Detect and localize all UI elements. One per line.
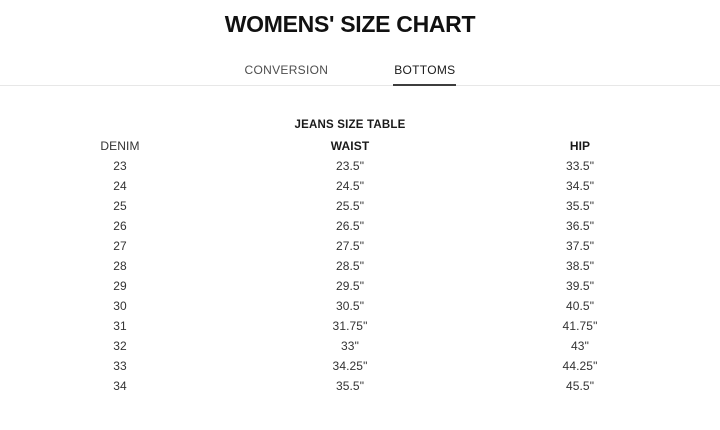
cell-denim: 28 [113, 259, 127, 273]
tab-conversion[interactable]: CONVERSION [244, 63, 329, 77]
cell-hip: 43" [571, 339, 589, 353]
column-header-waist: WAIST [330, 139, 370, 153]
cell-hip: 33.5" [565, 159, 595, 173]
table-title: JEANS SIZE TABLE [294, 119, 406, 131]
cell-denim: 23 [113, 159, 127, 173]
cell-hip: 41.75" [562, 319, 598, 333]
cell-denim: 33 [113, 359, 127, 373]
cell-waist: 30.5" [335, 299, 365, 313]
table-row: 32 33" 43" [5, 336, 695, 356]
table-row: 33 34.25" 44.25" [5, 356, 695, 376]
cell-denim: 31 [113, 319, 127, 333]
table-row: 29 29.5" 39.5" [5, 276, 695, 296]
cell-denim: 30 [113, 299, 127, 313]
cell-waist: 33" [341, 339, 359, 353]
jeans-size-table: DENIM WAIST HIP 23 23.5" 33.5" 24 24.5" … [5, 136, 695, 396]
cell-denim: 26 [113, 219, 127, 233]
cell-hip: 34.5" [565, 179, 595, 193]
cell-waist: 35.5" [335, 379, 365, 393]
cell-waist: 26.5" [335, 219, 365, 233]
cell-hip: 44.25" [562, 359, 598, 373]
cell-hip: 35.5" [565, 199, 595, 213]
cell-hip: 40.5" [565, 299, 595, 313]
table-row: 27 27.5" 37.5" [5, 236, 695, 256]
cell-denim: 34 [113, 379, 127, 393]
table-row: 30 30.5" 40.5" [5, 296, 695, 316]
cell-hip: 36.5" [565, 219, 595, 233]
cell-denim: 25 [113, 199, 127, 213]
cell-denim: 24 [113, 179, 127, 193]
cell-hip: 37.5" [565, 239, 595, 253]
page-title: WOMENS' SIZE CHART [224, 11, 476, 37]
cell-waist: 24.5" [335, 179, 365, 193]
cell-denim: 27 [113, 239, 127, 253]
cell-hip: 45.5" [565, 379, 595, 393]
cell-waist: 28.5" [335, 259, 365, 273]
table-row: 28 28.5" 38.5" [5, 256, 695, 276]
column-header-hip: HIP [569, 139, 591, 153]
cell-denim: 29 [113, 279, 127, 293]
cell-denim: 32 [113, 339, 127, 353]
table-row: 34 35.5" 45.5" [5, 376, 695, 396]
table-row: 25 25.5" 35.5" [5, 196, 695, 216]
cell-hip: 39.5" [565, 279, 595, 293]
table-row: 26 26.5" 36.5" [5, 216, 695, 236]
cell-waist: 23.5" [335, 159, 365, 173]
table-row: 31 31.75" 41.75" [5, 316, 695, 336]
tab-bottoms[interactable]: BOTTOMS [393, 63, 457, 86]
column-header-denim: DENIM [100, 139, 140, 153]
cell-waist: 34.25" [332, 359, 368, 373]
tabs: CONVERSION BOTTOMS [0, 63, 700, 86]
size-chart-page: WOMENS' SIZE CHART CONVERSION BOTTOMS JE… [0, 11, 720, 396]
tabs-bar: CONVERSION BOTTOMS [0, 63, 720, 86]
cell-waist: 31.75" [332, 319, 368, 333]
cell-hip: 38.5" [565, 259, 595, 273]
cell-waist: 25.5" [335, 199, 365, 213]
cell-waist: 29.5" [335, 279, 365, 293]
table-row: 23 23.5" 33.5" [5, 156, 695, 176]
table-row: 24 24.5" 34.5" [5, 176, 695, 196]
cell-waist: 27.5" [335, 239, 365, 253]
table-header-row: DENIM WAIST HIP [5, 136, 695, 156]
